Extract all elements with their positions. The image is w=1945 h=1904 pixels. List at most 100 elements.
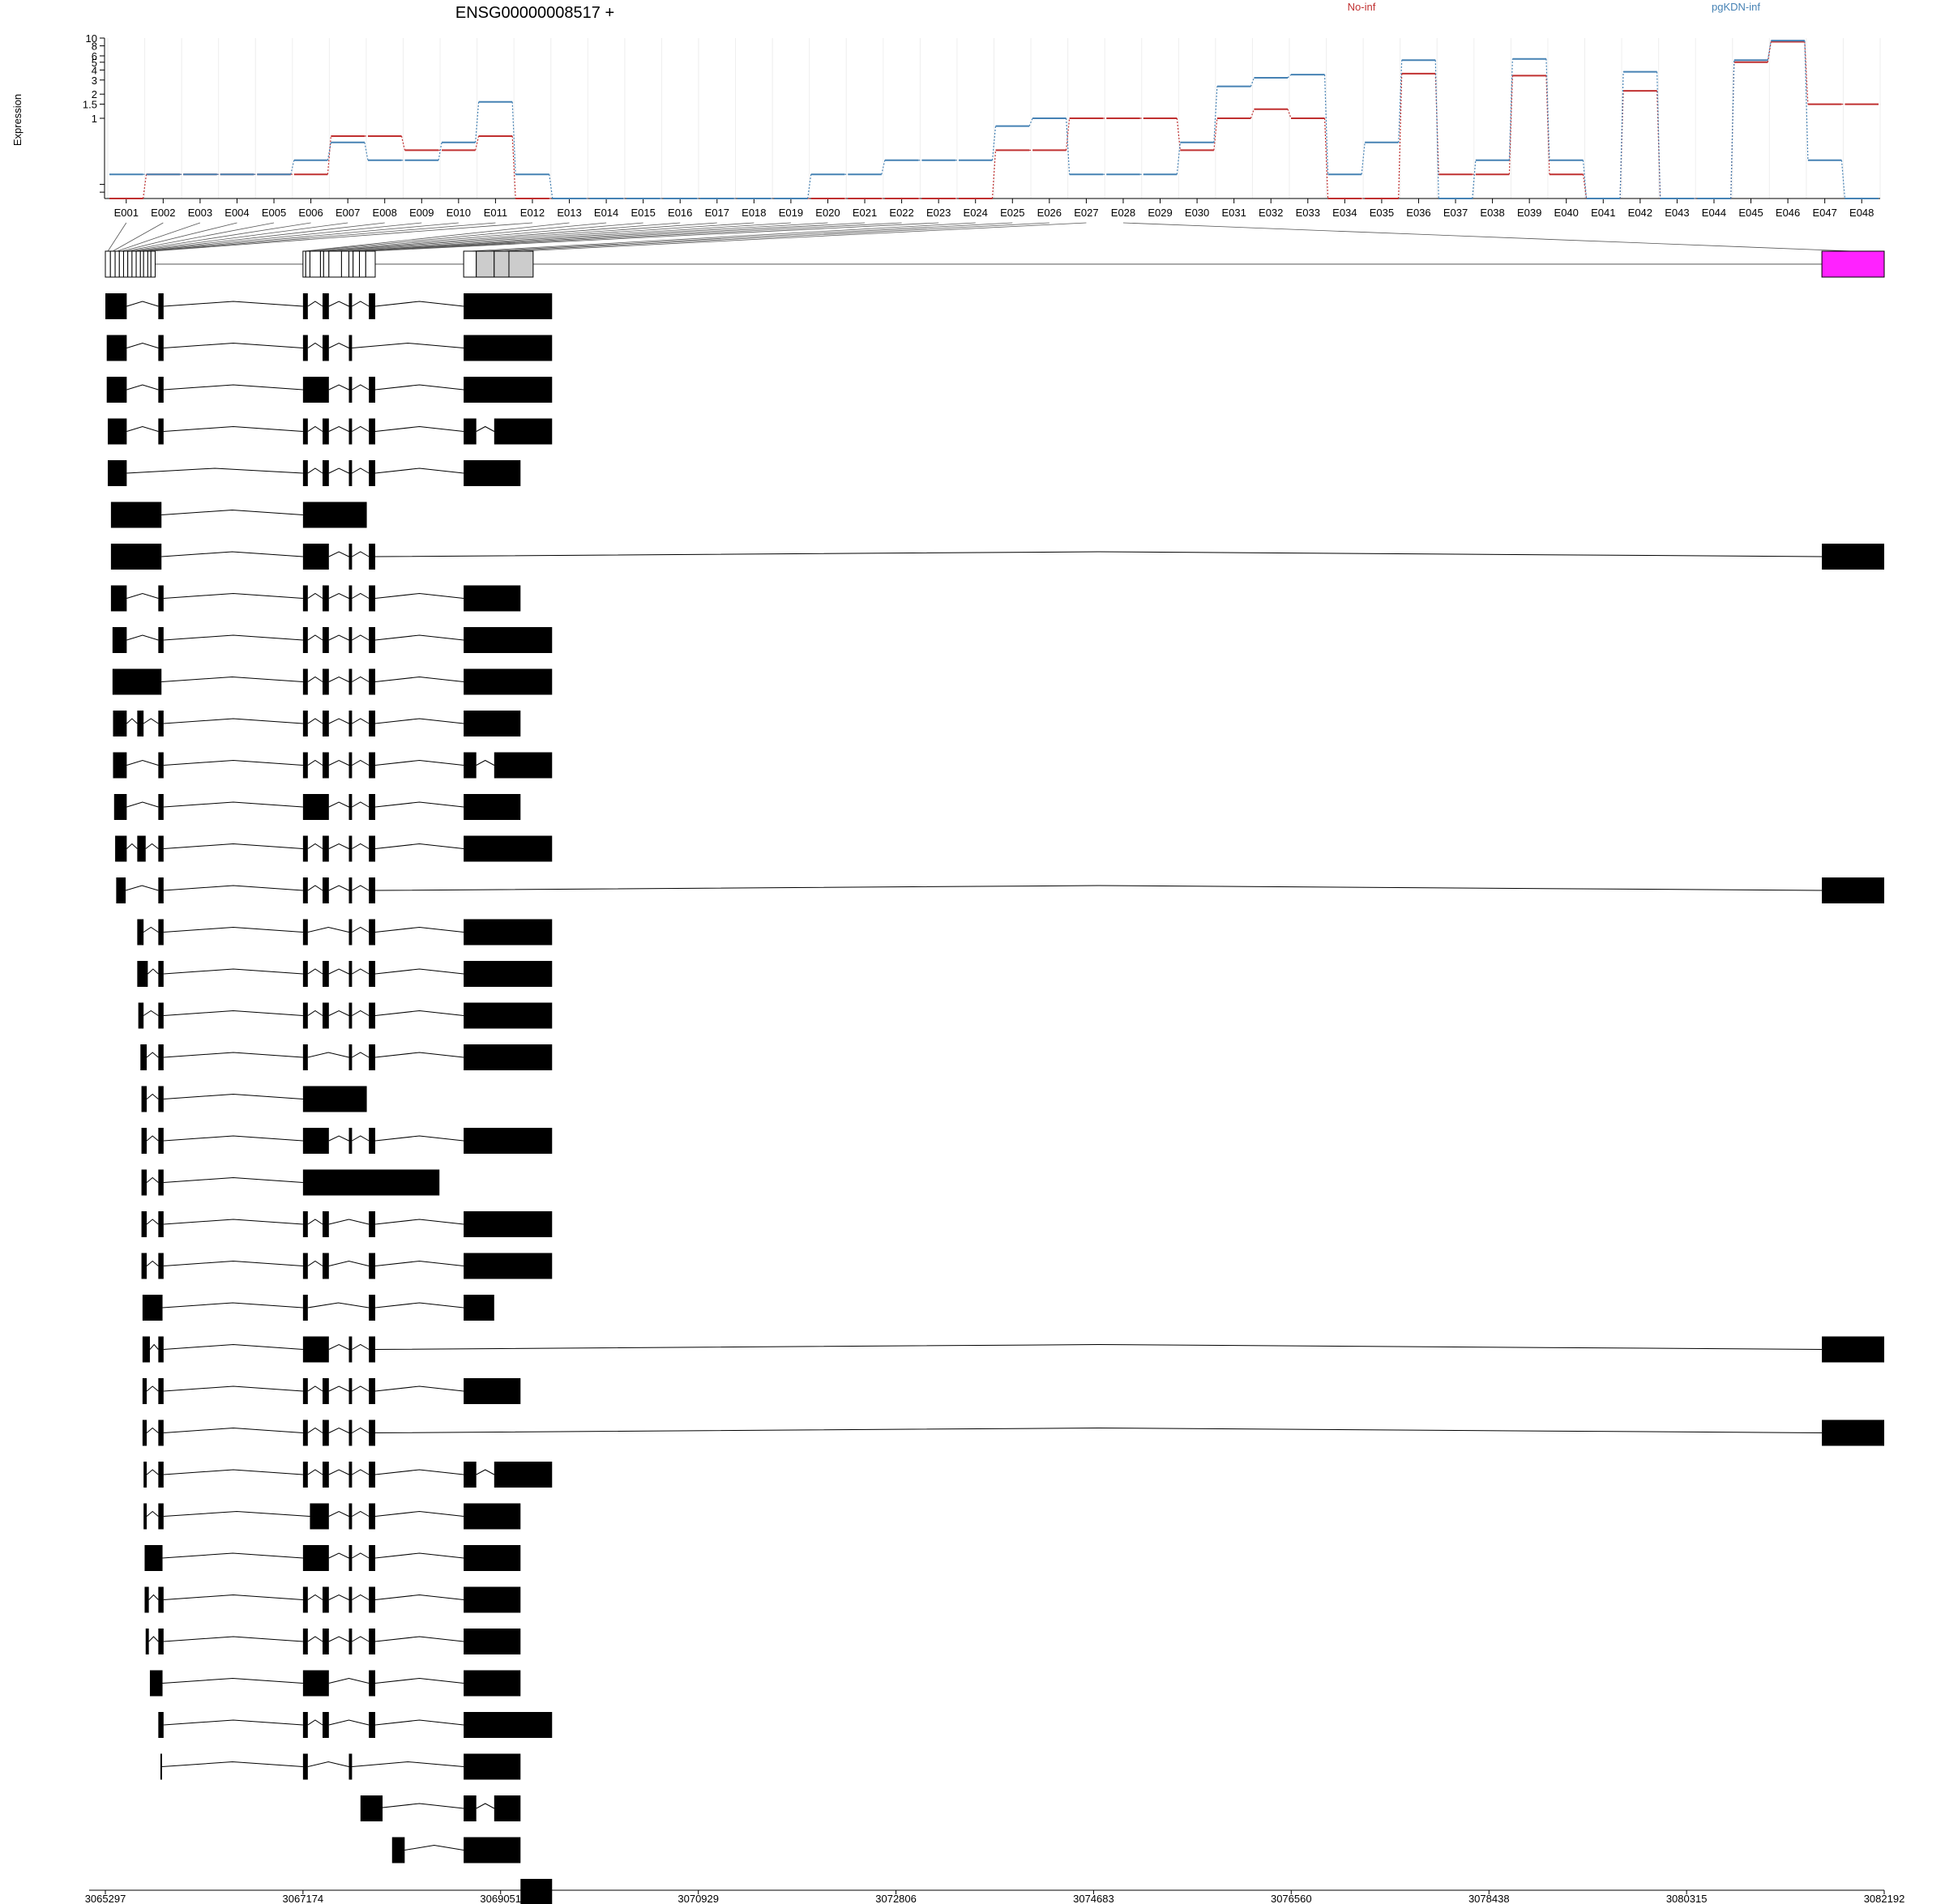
intron-line <box>374 801 464 808</box>
intron-line <box>352 759 370 766</box>
transcript-exon <box>323 418 329 445</box>
intron-line <box>307 634 323 641</box>
transcript-exon <box>302 1670 329 1697</box>
transcript-exon <box>369 1378 375 1404</box>
intron-line <box>148 1636 159 1642</box>
intron-line <box>163 634 303 641</box>
transcript-exon <box>158 961 164 987</box>
transcript-exon <box>348 544 353 570</box>
transcript-exon <box>464 293 553 319</box>
exon-bin <box>135 250 141 278</box>
exon-bin <box>365 250 376 278</box>
transcript-exon <box>369 293 375 319</box>
transcript-exon <box>302 961 308 987</box>
series-connector <box>1804 41 1809 105</box>
intron-line <box>476 1803 495 1809</box>
x-tick-label: E027 <box>1074 207 1098 219</box>
intron-line <box>352 843 370 849</box>
exon-connector <box>314 222 643 252</box>
intron-line <box>307 885 323 891</box>
intron-line <box>328 1719 370 1726</box>
intron-line <box>146 1176 159 1183</box>
exon-bin <box>353 250 360 278</box>
intron-line <box>148 1594 159 1600</box>
intron-line <box>352 1385 370 1392</box>
x-tick-label: E033 <box>1296 207 1320 219</box>
transcript-exon <box>310 1503 329 1530</box>
transcript-exon <box>348 961 353 987</box>
transcript-exon <box>464 711 521 736</box>
transcript-exon <box>464 1295 494 1321</box>
intron-line <box>352 1469 370 1475</box>
exon-connector <box>322 222 681 252</box>
transcript-exon <box>106 377 127 403</box>
transcript-exon <box>302 418 308 445</box>
series-connector <box>1250 77 1255 87</box>
series-connector <box>881 160 886 175</box>
transcript-row <box>115 835 553 862</box>
intron-line <box>126 718 138 724</box>
intron-line <box>163 1594 303 1600</box>
transcript-exon <box>464 961 553 987</box>
transcript-exon <box>369 1128 375 1154</box>
transcript-row <box>142 1295 494 1321</box>
transcript-exon <box>348 293 353 319</box>
series-connector <box>511 135 516 199</box>
gene-model: 3065297 3067174 3069051 3070929 3072806 30746… <box>85 222 1904 1904</box>
transcript-exon <box>158 293 164 319</box>
intron-line <box>374 1636 464 1642</box>
transcript-exon <box>323 711 329 736</box>
transcript-exon <box>369 627 375 653</box>
intron-line <box>163 592 303 599</box>
exon-connector <box>344 222 791 252</box>
intron-line <box>161 1761 303 1767</box>
x-tick-label: E048 <box>1849 207 1874 219</box>
transcript-exon <box>369 1462 375 1488</box>
intron-line <box>307 425 323 432</box>
series-pgkdn-inf <box>109 40 1879 199</box>
transcript-exon <box>348 418 353 445</box>
transcript-row <box>141 1086 367 1112</box>
transcript-exon <box>348 377 353 403</box>
transcript-exon <box>369 1419 375 1446</box>
transcript-exon <box>302 1253 308 1279</box>
exon-connector <box>485 222 1013 252</box>
transcript-exon <box>369 1295 375 1321</box>
transcript-exon <box>369 794 375 820</box>
transcript-exon <box>141 1253 147 1279</box>
intron-line <box>307 1761 349 1767</box>
intron-line <box>352 1510 370 1517</box>
transcript-exon <box>116 877 126 903</box>
intron-line <box>352 1010 370 1016</box>
transcript-exon <box>142 1419 147 1446</box>
transcript-exon <box>369 835 375 862</box>
series-connector <box>1066 117 1071 175</box>
intron-line <box>328 718 349 724</box>
intron-line <box>374 634 464 641</box>
exon-connector <box>362 222 902 252</box>
transcript-exon <box>107 460 127 486</box>
intron-line <box>374 1510 464 1517</box>
series-connector <box>1028 117 1033 126</box>
intron-line <box>374 1219 464 1225</box>
exon-connector <box>152 222 532 252</box>
intron-line <box>374 676 464 682</box>
transcript-exon <box>323 668 329 695</box>
exon-connector <box>130 222 311 252</box>
transcript-exon <box>302 544 329 570</box>
exon-bin <box>305 250 310 278</box>
intron-line <box>328 467 349 474</box>
transcript-exon <box>110 502 162 528</box>
exon-bin <box>150 250 156 278</box>
intron-line <box>374 551 1823 557</box>
transcript-exon <box>158 1044 164 1070</box>
intron-line <box>374 1552 464 1559</box>
exon-bin <box>358 250 366 278</box>
exon-bin <box>323 250 330 278</box>
exon-connector <box>112 222 164 252</box>
exon-connector <box>138 222 385 252</box>
x-tick-label: E035 <box>1370 207 1394 219</box>
x-tick-label: E026 <box>1037 207 1062 219</box>
intron-line <box>143 1010 159 1016</box>
